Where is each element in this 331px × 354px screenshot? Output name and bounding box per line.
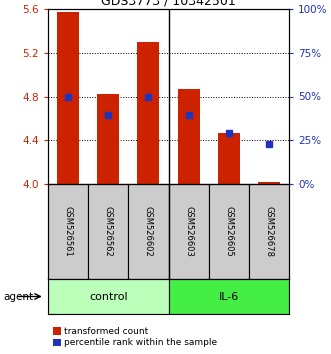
- Title: GDS3773 / 10342501: GDS3773 / 10342501: [101, 0, 236, 8]
- Bar: [168, 279, 289, 314]
- Bar: [137, 42, 160, 184]
- Text: GSM526562: GSM526562: [104, 206, 113, 257]
- Text: control: control: [89, 291, 127, 302]
- Bar: [168, 184, 209, 279]
- Text: IL-6: IL-6: [218, 291, 239, 302]
- Bar: [88, 184, 128, 279]
- Bar: [97, 94, 119, 184]
- Bar: [218, 133, 240, 184]
- Bar: [57, 12, 79, 184]
- Legend: transformed count, percentile rank within the sample: transformed count, percentile rank withi…: [53, 327, 217, 348]
- Bar: [177, 89, 200, 184]
- Text: GSM526602: GSM526602: [144, 206, 153, 257]
- Text: GSM526561: GSM526561: [64, 206, 72, 257]
- Text: GSM526603: GSM526603: [184, 206, 193, 257]
- Text: GSM526605: GSM526605: [224, 206, 233, 257]
- Bar: [209, 184, 249, 279]
- Bar: [258, 182, 280, 184]
- Bar: [48, 184, 88, 279]
- Text: agent: agent: [3, 291, 33, 302]
- Bar: [48, 279, 168, 314]
- Text: GSM526678: GSM526678: [264, 206, 273, 257]
- Bar: [249, 184, 289, 279]
- Bar: [128, 184, 168, 279]
